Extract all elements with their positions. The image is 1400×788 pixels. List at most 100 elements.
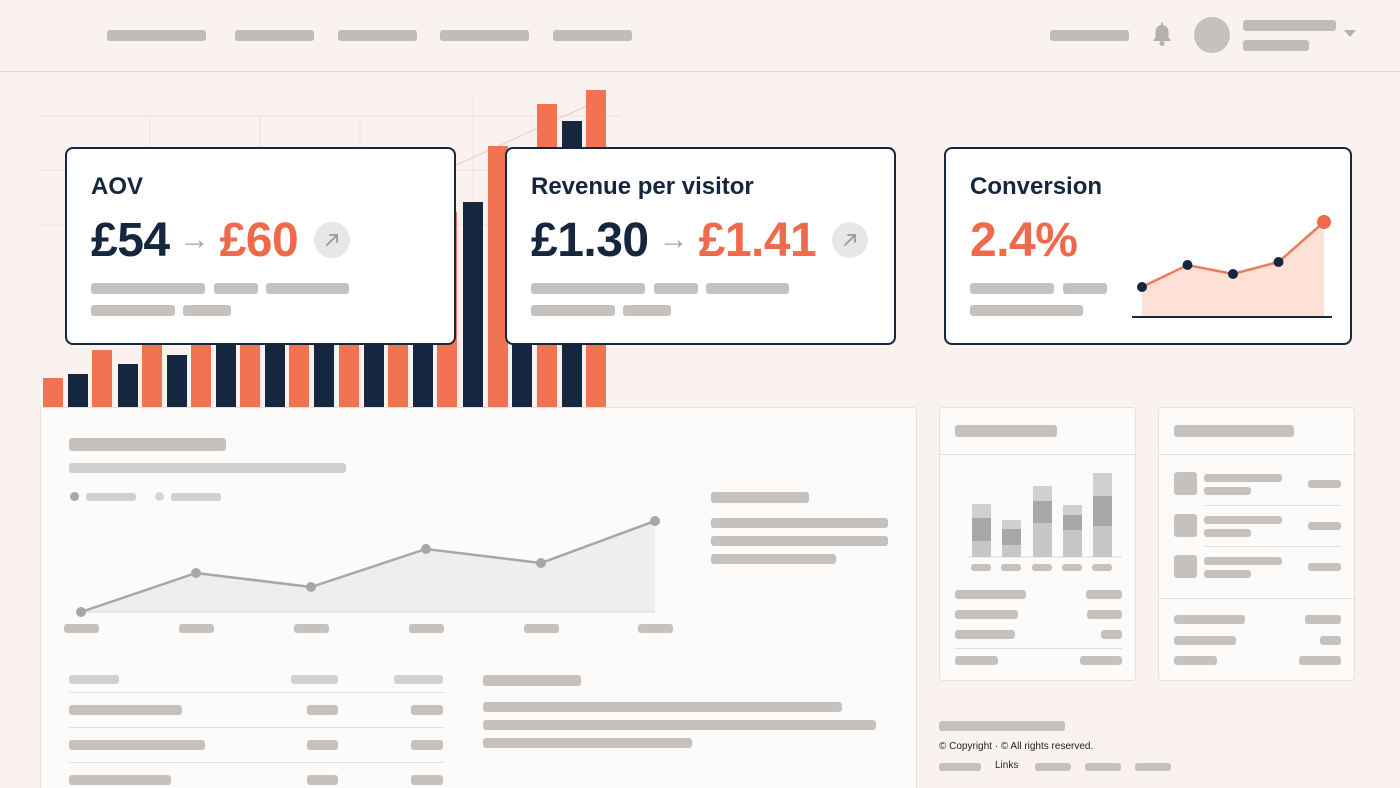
placeholder-line: [91, 305, 175, 316]
main-chart-area: [81, 521, 655, 612]
arrow-right-icon: →: [179, 223, 210, 256]
footer-link-placeholder[interactable]: [1135, 763, 1171, 771]
user-name-placeholder: [1243, 20, 1336, 31]
side-text-placeholder: [711, 536, 888, 546]
sparkline-point: [1317, 215, 1331, 229]
list-item[interactable]: [1159, 547, 1356, 587]
placeholder-line: [183, 305, 231, 316]
bell-icon[interactable]: [1150, 22, 1174, 48]
panel-title-placeholder: [1174, 425, 1294, 437]
list-item-subtitle-placeholder: [1204, 487, 1251, 495]
list-item-thumbnail: [1174, 514, 1197, 537]
list-item[interactable]: [1159, 464, 1356, 504]
footer-link-placeholder[interactable]: [1085, 763, 1121, 771]
x-tick-placeholder: [524, 624, 559, 633]
side-heading-placeholder: [711, 492, 809, 503]
table-cell: [307, 705, 338, 715]
table-header-cell: [69, 675, 119, 684]
table-cell: [307, 740, 338, 750]
placeholder-line: [623, 305, 671, 316]
nav-link-4[interactable]: [440, 30, 529, 41]
footer-link-placeholder[interactable]: [1035, 763, 1071, 771]
notes-text-placeholder: [483, 702, 842, 712]
chart-point: [191, 568, 201, 578]
kpi-card-aov[interactable]: AOV £54 → £60: [65, 147, 456, 345]
kpi-current-value: £1.41: [698, 213, 817, 267]
legend-dot-series-2: [155, 492, 164, 501]
conversion-sparkline: [1132, 215, 1332, 318]
nav-link-2[interactable]: [235, 30, 314, 41]
bar-label-placeholder: [1032, 564, 1052, 571]
kpi-card-revenue-per-visitor[interactable]: Revenue per visitor £1.30 → £1.41: [505, 147, 896, 345]
x-tick-placeholder: [638, 624, 673, 633]
stat-value-placeholder: [1087, 610, 1122, 619]
table-header-cell: [394, 675, 443, 684]
data-table: [69, 672, 444, 788]
stat-label-placeholder: [1174, 656, 1217, 665]
chart-point: [421, 544, 431, 554]
stat-value-placeholder: [1080, 656, 1122, 665]
bar-label-placeholder: [1062, 564, 1082, 571]
table-row[interactable]: [69, 729, 444, 763]
nav-link-3[interactable]: [338, 30, 417, 41]
stat-label-placeholder: [955, 610, 1018, 619]
list-item-title-placeholder: [1204, 557, 1282, 565]
avatar[interactable]: [1194, 17, 1230, 53]
placeholder-line: [531, 283, 645, 294]
placeholder-line: [214, 283, 258, 294]
nav-link-1[interactable]: [107, 30, 206, 41]
chevron-down-icon[interactable]: [1344, 30, 1356, 37]
panel-title-placeholder: [955, 425, 1057, 437]
list-item-title-placeholder: [1204, 516, 1282, 524]
chart-point: [76, 607, 86, 617]
stat-label-placeholder: [955, 590, 1026, 599]
panel-divider: [1159, 598, 1356, 599]
sparkline-point: [1273, 257, 1284, 267]
side-text-placeholder: [711, 554, 836, 564]
table-cell: [307, 775, 338, 785]
x-tick-placeholder: [409, 624, 444, 633]
chart-point: [306, 582, 316, 592]
notes-heading-placeholder: [483, 675, 581, 686]
bar-label-placeholder: [971, 564, 991, 571]
stacked-bar: [1063, 505, 1082, 557]
kpi-title: AOV: [91, 173, 144, 200]
chart-point: [650, 516, 660, 526]
list-item-thumbnail: [1174, 555, 1197, 578]
table-cell: [411, 775, 443, 785]
table-header-cell: [291, 675, 338, 684]
table-row[interactable]: [69, 764, 444, 788]
kpi-previous-value: £1.30: [531, 213, 649, 267]
kpi-values: £1.30 → £1.41: [531, 213, 869, 267]
footer-links-label[interactable]: Links: [995, 760, 1019, 771]
list-item[interactable]: [1159, 506, 1356, 546]
side-text-placeholder: [711, 518, 888, 528]
stacked-bar-panel: [939, 407, 1137, 681]
stat-label-placeholder: [1174, 636, 1236, 645]
table-cell: [411, 740, 443, 750]
notes-text-placeholder: [483, 738, 692, 748]
nav-link-5[interactable]: [553, 30, 632, 41]
table-cell: [69, 705, 182, 715]
stat-value-placeholder: [1320, 636, 1341, 645]
table-divider: [69, 727, 444, 728]
main-chart-panel: [40, 407, 917, 788]
stat-value-placeholder: [1299, 656, 1341, 665]
list-item-subtitle-placeholder: [1204, 529, 1251, 537]
arrow-up-right-icon: [832, 222, 869, 258]
stacked-bar-chart: [968, 473, 1122, 558]
table-divider: [69, 692, 444, 693]
panel-subtitle-placeholder: [69, 463, 346, 473]
x-tick-placeholder: [64, 624, 99, 633]
nav-link-account[interactable]: [1050, 30, 1129, 41]
list-item-thumbnail: [1174, 472, 1197, 495]
table-row[interactable]: [69, 694, 444, 728]
kpi-title: Conversion: [970, 173, 1103, 200]
footer-link-placeholder[interactable]: [939, 763, 981, 771]
placeholder-line: [970, 283, 1054, 294]
kpi-card-conversion[interactable]: Conversion 2.4%: [944, 147, 1352, 345]
x-tick-placeholder: [179, 624, 214, 633]
placeholder-line: [970, 305, 1083, 316]
sparkline-point: [1182, 260, 1193, 270]
panel-divider: [940, 454, 1137, 455]
